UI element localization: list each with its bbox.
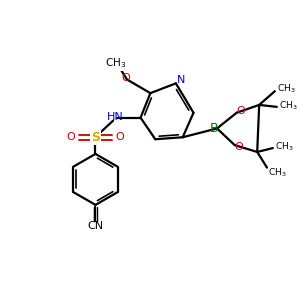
Text: 3: 3 (121, 62, 125, 71)
Text: O: O (122, 74, 130, 83)
Text: CH$_3$: CH$_3$ (106, 56, 127, 70)
Text: CN: CN (87, 221, 104, 232)
Text: O: O (234, 142, 243, 152)
Text: B: B (210, 122, 218, 135)
Text: S: S (91, 131, 100, 144)
Text: CH: CH (107, 58, 123, 68)
Text: CH$_3$: CH$_3$ (279, 100, 298, 112)
Text: O: O (236, 106, 245, 116)
Text: CH$_3$: CH$_3$ (275, 141, 294, 153)
Text: CH$_3$: CH$_3$ (268, 166, 286, 179)
Text: CH: CH (106, 59, 121, 69)
Text: 3: 3 (120, 61, 126, 70)
Text: CH$_3$: CH$_3$ (277, 83, 296, 95)
Text: O: O (116, 132, 124, 142)
Text: N: N (177, 75, 185, 85)
Text: O: O (67, 132, 75, 142)
Text: HN: HN (107, 112, 124, 122)
